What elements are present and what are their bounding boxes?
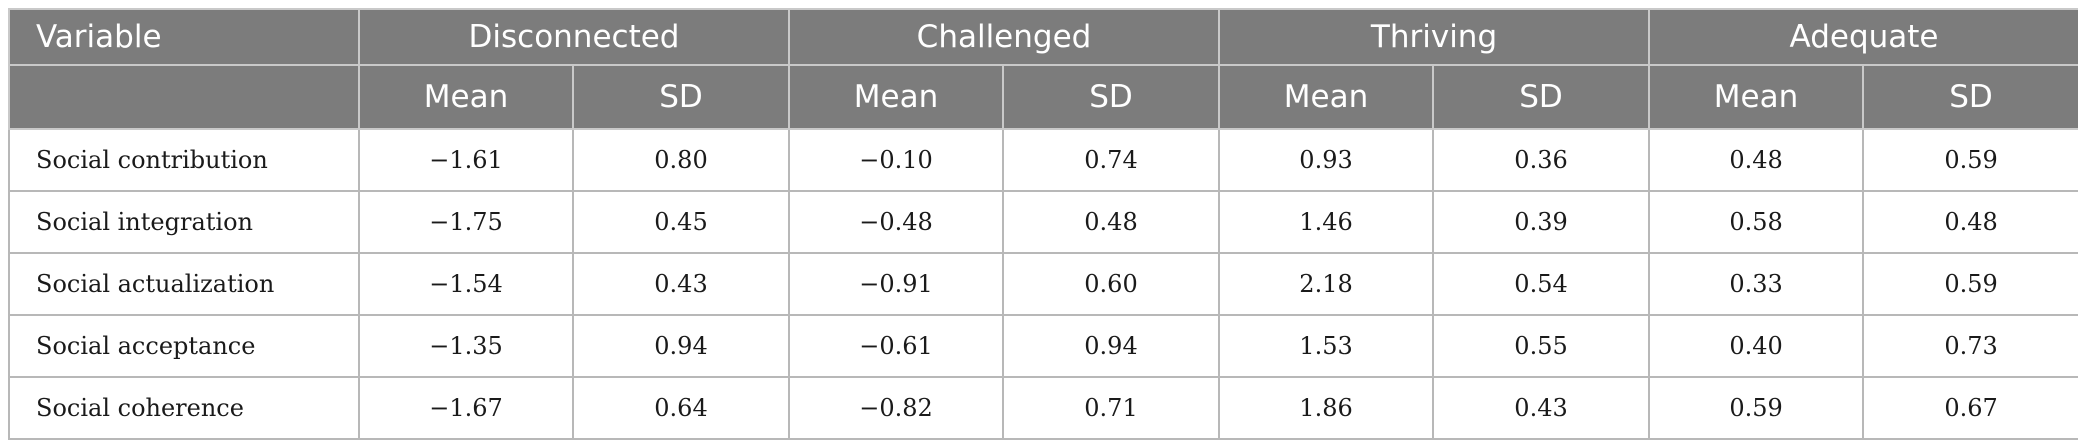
- cell-challenged-mean: −0.61: [788, 314, 1004, 378]
- row-variable-label: Social integration: [8, 190, 360, 254]
- table-row: Social actualization −1.54 0.43 −0.91 0.…: [8, 252, 2078, 316]
- cell-disconnected-sd: 0.80: [572, 128, 790, 192]
- cell-thriving-mean: 2.18: [1218, 252, 1435, 316]
- cell-challenged-sd: 0.60: [1001, 252, 1221, 316]
- cell-challenged-sd: 0.71: [1001, 376, 1221, 440]
- table-header: Variable Disconnected Challenged Thrivin…: [8, 8, 2078, 130]
- table-row: Social coherence −1.67 0.64 −0.82 0.71 1…: [8, 376, 2078, 440]
- cell-disconnected-mean: −1.61: [358, 128, 574, 192]
- table-row: Social contribution −1.61 0.80 −0.10 0.7…: [8, 128, 2078, 192]
- subheader-sd: SD: [572, 64, 790, 130]
- group-header-thriving: Thriving: [1218, 8, 1651, 66]
- cell-adequate-mean: 0.40: [1648, 314, 1865, 378]
- cell-adequate-sd: 0.67: [1862, 376, 2078, 440]
- group-header-adequate: Adequate: [1648, 8, 2078, 66]
- variable-subheader-empty: [8, 64, 360, 130]
- cell-thriving-mean: 1.53: [1218, 314, 1435, 378]
- cell-adequate-sd: 0.73: [1862, 314, 2078, 378]
- variable-column-header: Variable: [8, 8, 360, 66]
- data-table-container: Variable Disconnected Challenged Thrivin…: [8, 8, 2078, 440]
- cell-challenged-sd: 0.94: [1001, 314, 1221, 378]
- row-variable-label: Social actualization: [8, 252, 360, 316]
- group-header-challenged: Challenged: [787, 8, 1221, 66]
- statistics-table: Variable Disconnected Challenged Thrivin…: [8, 8, 2078, 440]
- subheader-mean: Mean: [358, 64, 574, 130]
- cell-disconnected-sd: 0.45: [572, 190, 790, 254]
- cell-challenged-sd: 0.74: [1001, 128, 1221, 192]
- header-row-groups: Variable Disconnected Challenged Thrivin…: [8, 8, 2078, 66]
- cell-disconnected-mean: −1.35: [358, 314, 574, 378]
- cell-adequate-sd: 0.59: [1862, 252, 2078, 316]
- subheader-mean: Mean: [788, 64, 1004, 130]
- cell-challenged-mean: −0.10: [788, 128, 1004, 192]
- subheader-sd: SD: [1001, 64, 1221, 130]
- cell-thriving-mean: 1.46: [1218, 190, 1435, 254]
- cell-adequate-mean: 0.59: [1648, 376, 1865, 440]
- cell-challenged-mean: −0.48: [788, 190, 1004, 254]
- cell-adequate-mean: 0.33: [1648, 252, 1865, 316]
- subheader-mean: Mean: [1218, 64, 1435, 130]
- cell-disconnected-mean: −1.54: [358, 252, 574, 316]
- cell-challenged-mean: −0.91: [788, 252, 1004, 316]
- cell-thriving-sd: 0.39: [1432, 190, 1651, 254]
- subheader-sd: SD: [1432, 64, 1651, 130]
- cell-adequate-sd: 0.59: [1862, 128, 2078, 192]
- cell-disconnected-sd: 0.64: [572, 376, 790, 440]
- group-header-disconnected: Disconnected: [358, 8, 790, 66]
- header-row-stats: Mean SD Mean SD Mean SD Mean SD: [8, 64, 2078, 130]
- table-body: Social contribution −1.61 0.80 −0.10 0.7…: [8, 128, 2078, 440]
- cell-adequate-mean: 0.58: [1648, 190, 1865, 254]
- cell-disconnected-sd: 0.94: [572, 314, 790, 378]
- cell-thriving-mean: 0.93: [1218, 128, 1435, 192]
- table-row: Social integration −1.75 0.45 −0.48 0.48…: [8, 190, 2078, 254]
- row-variable-label: Social acceptance: [8, 314, 360, 378]
- cell-thriving-mean: 1.86: [1218, 376, 1435, 440]
- cell-thriving-sd: 0.55: [1432, 314, 1651, 378]
- cell-challenged-sd: 0.48: [1001, 190, 1221, 254]
- table-row: Social acceptance −1.35 0.94 −0.61 0.94 …: [8, 314, 2078, 378]
- cell-disconnected-mean: −1.67: [358, 376, 574, 440]
- subheader-mean: Mean: [1648, 64, 1865, 130]
- cell-challenged-mean: −0.82: [788, 376, 1004, 440]
- cell-thriving-sd: 0.43: [1432, 376, 1651, 440]
- subheader-sd: SD: [1862, 64, 2078, 130]
- cell-adequate-sd: 0.48: [1862, 190, 2078, 254]
- cell-disconnected-sd: 0.43: [572, 252, 790, 316]
- cell-thriving-sd: 0.54: [1432, 252, 1651, 316]
- cell-thriving-sd: 0.36: [1432, 128, 1651, 192]
- cell-disconnected-mean: −1.75: [358, 190, 574, 254]
- cell-adequate-mean: 0.48: [1648, 128, 1865, 192]
- row-variable-label: Social contribution: [8, 128, 360, 192]
- row-variable-label: Social coherence: [8, 376, 360, 440]
